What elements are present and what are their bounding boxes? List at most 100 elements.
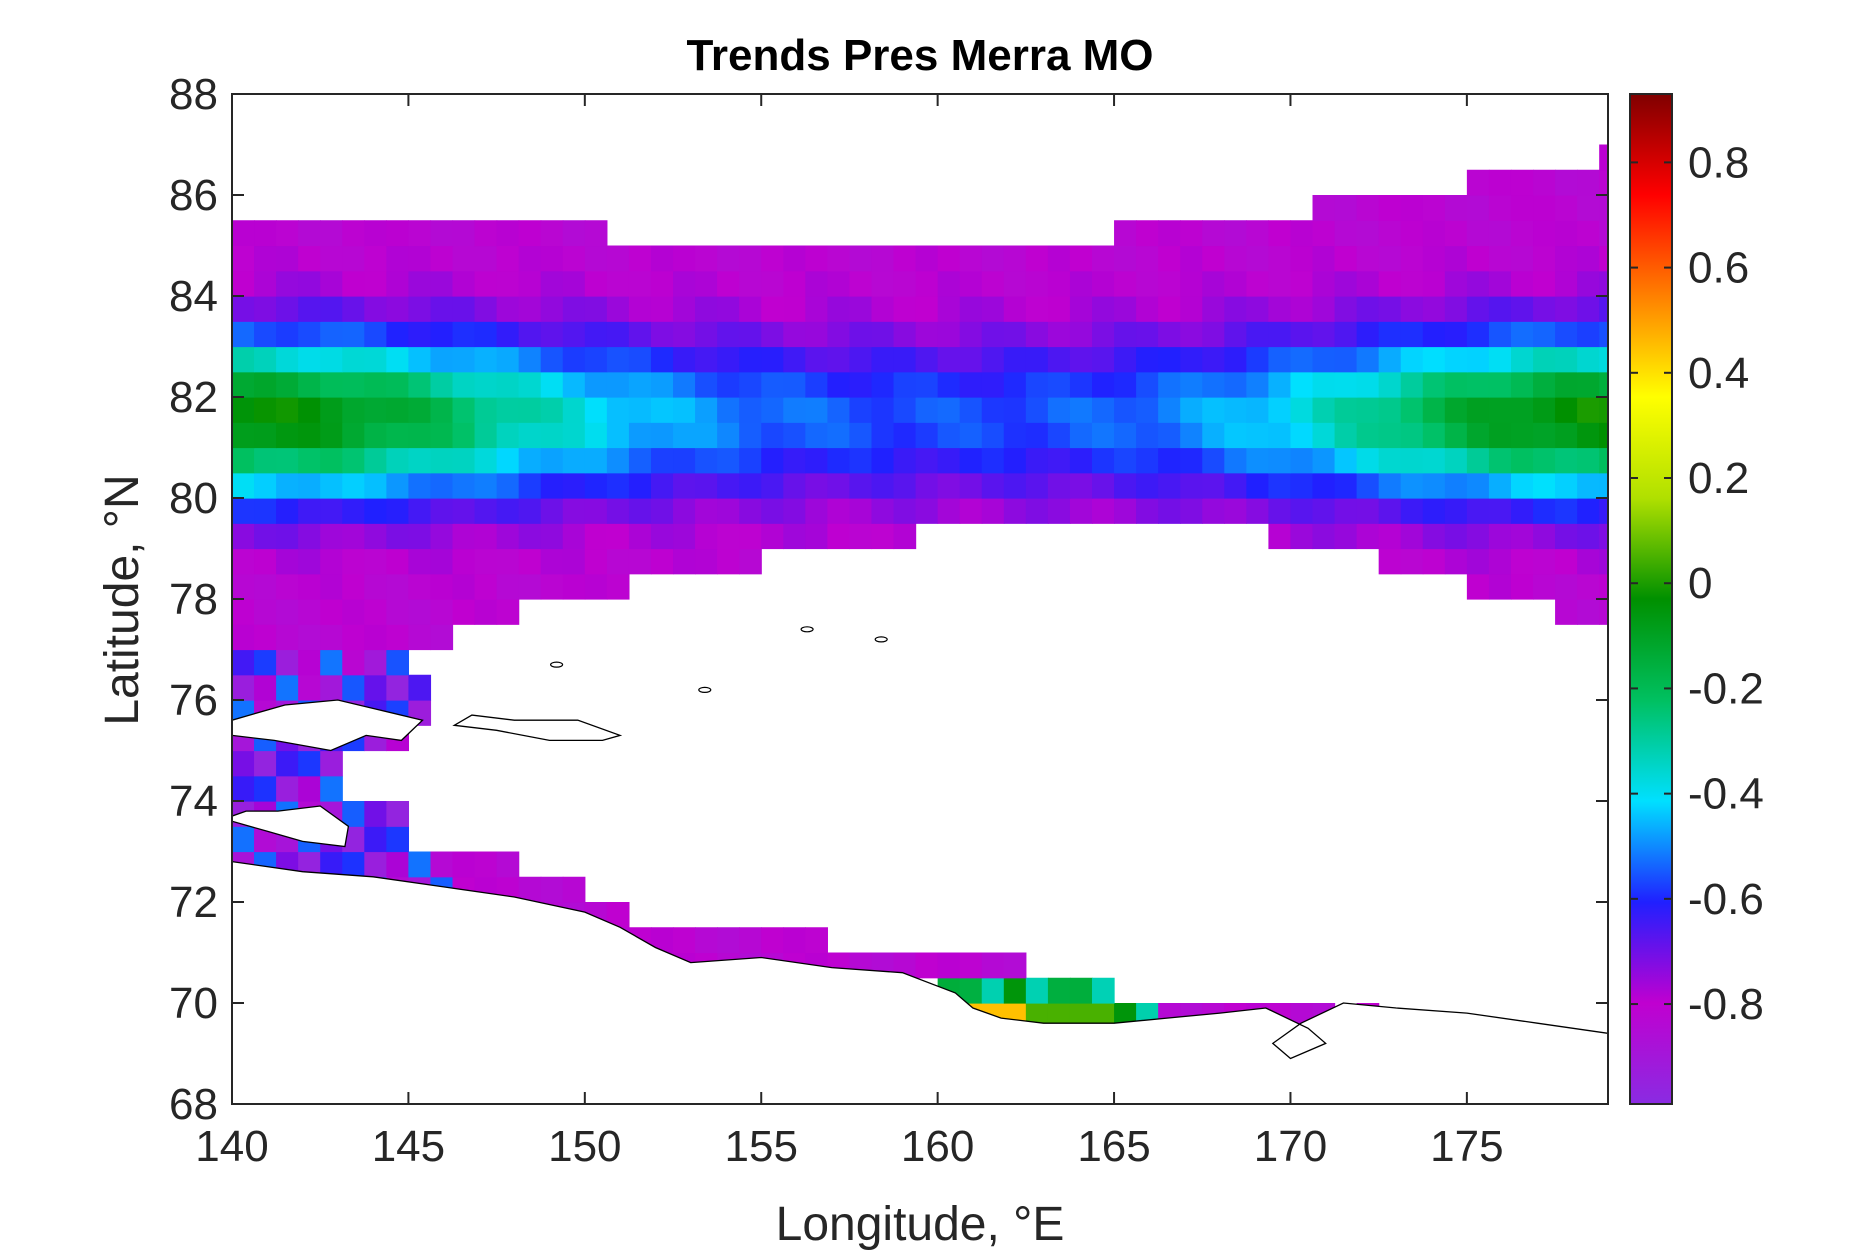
heatmap-cell	[1224, 447, 1247, 474]
heatmap-cell	[1092, 422, 1115, 449]
heatmap-cell	[254, 422, 277, 449]
heatmap-cell	[254, 321, 277, 348]
heatmap-cell	[1356, 498, 1380, 524]
colorbar-tick-label: -0.4	[1688, 770, 1764, 819]
heatmap-cell	[783, 523, 806, 550]
heatmap-cell	[1180, 321, 1203, 348]
heatmap-cell	[717, 346, 740, 373]
heatmap-cell	[1334, 346, 1358, 373]
heatmap-cell	[562, 422, 586, 449]
heatmap-cell	[1599, 321, 1608, 348]
heatmap-cell	[1136, 296, 1159, 322]
heatmap-cell	[717, 371, 740, 398]
heatmap-cell	[298, 346, 321, 373]
heatmap-cell	[342, 523, 365, 550]
heatmap-cell	[276, 649, 299, 676]
heatmap-cell	[937, 422, 961, 449]
heatmap-cell	[1577, 422, 1600, 449]
heatmap-cell	[1555, 397, 1578, 423]
heatmap-cell	[981, 321, 1005, 348]
heatmap-cell	[298, 548, 321, 575]
heatmap-cell	[298, 775, 321, 802]
heatmap-cell	[893, 422, 917, 449]
heatmap-cell	[540, 346, 564, 373]
heatmap-cell	[562, 876, 586, 903]
heatmap-cell	[1069, 422, 1093, 449]
heatmap-cell	[1047, 447, 1071, 474]
heatmap-cell	[1180, 447, 1203, 474]
heatmap-cell	[1488, 270, 1512, 297]
heatmap-cell	[1577, 245, 1600, 272]
heatmap-cell	[518, 397, 542, 423]
heatmap-cell	[540, 270, 564, 297]
y-tick-label: 88	[169, 70, 218, 119]
heatmap-cell	[1334, 220, 1358, 247]
heatmap-cell	[320, 447, 343, 474]
heatmap-cell	[1092, 321, 1115, 348]
heatmap-cell	[496, 599, 520, 625]
heatmap-cell	[1246, 498, 1270, 524]
heatmap-cell	[1136, 447, 1159, 474]
heatmap-cell	[673, 472, 696, 499]
heatmap-cell	[695, 346, 718, 373]
heatmap-cell	[1312, 270, 1336, 297]
coastline-landmass	[232, 860, 1608, 1104]
y-tick-label: 68	[169, 1080, 218, 1129]
heatmap-cell	[695, 397, 718, 423]
heatmap-cell	[342, 371, 365, 398]
heatmap-cell	[673, 321, 696, 348]
heatmap-cell	[1466, 523, 1490, 550]
heatmap-cell	[673, 927, 696, 954]
heatmap-cell	[1334, 498, 1358, 524]
heatmap-cell	[474, 599, 498, 625]
heatmap-cell	[981, 296, 1005, 322]
heatmap-cell	[871, 498, 895, 524]
heatmap-cell	[1378, 195, 1402, 221]
heatmap-cell	[1533, 447, 1556, 474]
heatmap-cell	[1114, 371, 1137, 398]
heatmap-cell	[1312, 397, 1336, 423]
heatmap-cell	[849, 397, 873, 423]
heatmap-cell	[408, 523, 432, 550]
heatmap-cell	[474, 573, 498, 600]
heatmap-cell	[1444, 321, 1468, 348]
heatmap-cell	[1334, 321, 1358, 348]
heatmap-cell	[1246, 220, 1270, 247]
heatmap-cell	[1555, 573, 1578, 600]
heatmap-cell	[518, 548, 542, 575]
heatmap-cell	[628, 472, 652, 499]
heatmap-cell	[1092, 270, 1115, 297]
heatmap-cell	[805, 321, 828, 348]
heatmap-cell	[1092, 371, 1115, 398]
heatmap-cell	[739, 296, 762, 322]
x-tick-label: 160	[901, 1122, 974, 1171]
heatmap-cell	[254, 245, 277, 272]
heatmap-cell	[320, 346, 343, 373]
heatmap-cell	[628, 346, 652, 373]
heatmap-cell	[1466, 472, 1490, 499]
heatmap-cell	[1356, 245, 1380, 272]
heatmap-cell	[606, 548, 630, 575]
heatmap-cell	[1069, 397, 1093, 423]
heatmap-cell	[1577, 548, 1600, 575]
heatmap-cell	[276, 624, 299, 651]
heatmap-cell	[1444, 472, 1468, 499]
heatmap-cell	[518, 472, 542, 499]
heatmap-cell	[1378, 548, 1402, 575]
heatmap-cell	[871, 397, 895, 423]
heatmap-cell	[540, 548, 564, 575]
heatmap-cell	[1378, 296, 1402, 322]
heatmap-cell	[981, 447, 1005, 474]
heatmap-cell	[937, 952, 961, 979]
heatmap-cell	[1555, 245, 1578, 272]
heatmap-cell	[871, 371, 895, 398]
heatmap-cell	[1158, 371, 1181, 398]
heatmap-cell	[606, 902, 630, 928]
y-tick-label: 78	[169, 575, 218, 624]
heatmap-cell	[1246, 321, 1270, 348]
heatmap-cell	[452, 346, 476, 373]
heatmap-cell	[1290, 397, 1314, 423]
coastline-landmass	[232, 699, 424, 752]
heatmap-cell	[1378, 270, 1402, 297]
heatmap-cell	[1422, 498, 1446, 524]
